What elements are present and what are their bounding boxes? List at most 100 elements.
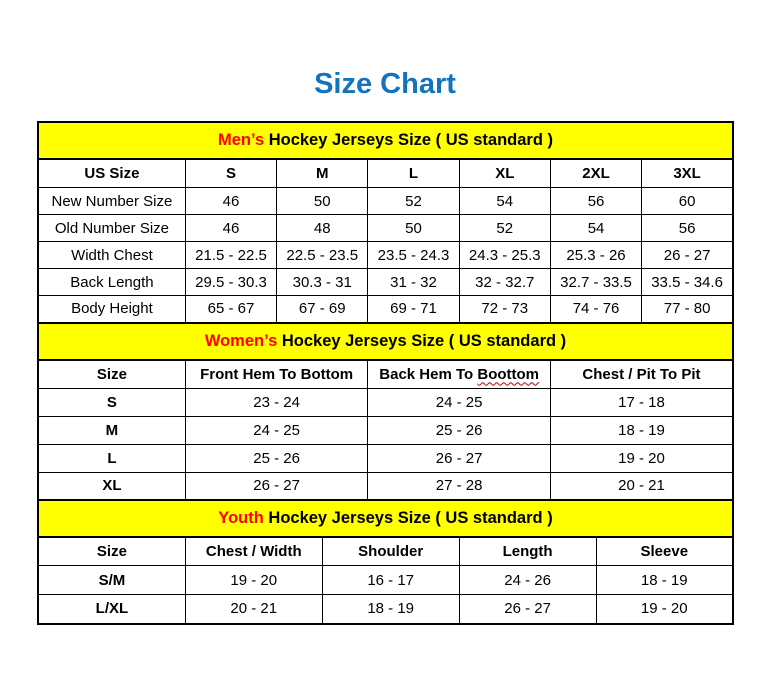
mens-title-accent: Men’s [217,131,265,149]
mens-column-header: US Size [37,158,186,188]
size-value-cell: 26 - 27 [184,471,369,501]
mens-column-header: L [367,158,460,188]
size-chart-tables: Men’s Hockey Jerseys Size ( US standard … [37,121,734,625]
mens-table-row: Body Height 65 - 67 67 - 69 69 - 71 72 - 73 7… [37,295,734,323]
size-value-cell: 19 - 20 [184,565,323,595]
mens-title-text: Hockey Jerseys Size ( US standard ) [264,131,554,149]
row-label: Body Height [37,295,186,323]
size-value-cell: 27 - 28 [367,471,551,501]
size-value-cell: 65 - 67 [184,295,278,323]
womens-column-header: Front Hem To Bottom [184,359,369,389]
womens-section-title: Women’s Hockey Jerseys Size ( US standar… [37,321,734,361]
row-label: XL [37,471,186,501]
mens-table-row: Old Number Size 46 48 50 52 54 56 [37,214,734,242]
size-value-cell: 23 - 24 [184,387,369,417]
womens-table-row: M 24 - 25 25 - 26 18 - 19 [37,415,734,445]
womens-table-row: XL 26 - 27 27 - 28 20 - 21 [37,471,734,501]
size-value-cell: 31 - 32 [367,268,460,296]
mens-column-header: M [276,158,369,188]
youth-title-text: Hockey Jerseys Size ( US standard ) [263,509,553,527]
size-value-cell: 46 [184,187,278,215]
youth-table-row: L/XL 20 - 21 18 - 19 26 - 27 19 - 20 [37,594,734,624]
youth-header-row: Size Chest / Width Shoulder Length Sleeve [37,536,734,566]
size-value-cell: 54 [549,214,643,242]
size-value-cell: 69 - 71 [367,295,460,323]
size-value-cell: 77 - 80 [641,295,734,323]
size-value-cell: 30.3 - 31 [276,268,369,296]
mens-column-header: 2XL [549,158,643,188]
size-value-cell: 60 [641,187,734,215]
womens-column-header: Size [37,359,186,389]
youth-size-table: Youth Hockey Jerseys Size ( US standard … [37,499,734,625]
row-label: M [37,415,186,445]
size-value-cell: 29.5 - 30.3 [184,268,278,296]
womens-section-bar-row: Women’s Hockey Jerseys Size ( US standar… [37,321,734,361]
row-label: L [37,443,186,473]
size-value-cell: 19 - 20 [549,443,734,473]
size-value-cell: 18 - 19 [321,594,460,624]
youth-column-header: Chest / Width [184,536,323,566]
size-value-cell: 74 - 76 [549,295,643,323]
size-value-cell: 23.5 - 24.3 [367,241,460,269]
mens-column-header: S [184,158,278,188]
size-value-cell: 52 [367,187,460,215]
size-value-cell: 33.5 - 34.6 [641,268,734,296]
youth-title-accent: Youth [218,509,264,527]
size-value-cell: 26 - 27 [458,594,597,624]
row-label: Old Number Size [37,214,186,242]
womens-title-accent: Women’s [204,331,278,350]
womens-size-table: Women’s Hockey Jerseys Size ( US standar… [37,321,734,501]
size-value-cell: 20 - 21 [184,594,323,624]
size-value-cell: 32.7 - 33.5 [549,268,643,296]
mens-table-row: Back Length 29.5 - 30.3 30.3 - 31 31 - 32 32… [37,268,734,296]
size-value-cell: 56 [549,187,643,215]
size-value-cell: 24.3 - 25.3 [458,241,551,269]
mens-section-title: Men’s Hockey Jerseys Size ( US standard … [37,121,734,160]
size-value-cell: 17 - 18 [549,387,734,417]
size-value-cell: 25.3 - 26 [549,241,643,269]
youth-column-header: Sleeve [595,536,734,566]
size-value-cell: 24 - 25 [367,387,551,417]
size-value-cell: 54 [458,187,551,215]
youth-column-header: Size [37,536,186,566]
womens-header-row: Size Front Hem To Bottom Back Hem To Boott… [37,359,734,389]
mens-section-bar-row: Men’s Hockey Jerseys Size ( US standard … [37,121,734,160]
misspelled-word: Boottom [477,365,540,383]
mens-table-row: New Number Size 46 50 52 54 56 60 [37,187,734,215]
youth-section-title: Youth Hockey Jerseys Size ( US standard … [37,499,734,538]
mens-header-row: US Size S M L XL 2XL 3XL [37,158,734,188]
size-value-cell: 21.5 - 22.5 [184,241,278,269]
size-value-cell: 72 - 73 [458,295,551,323]
youth-section-bar-row: Youth Hockey Jerseys Size ( US standard … [37,499,734,538]
size-value-cell: 46 [184,214,278,242]
size-value-cell: 50 [367,214,460,242]
size-value-cell: 24 - 25 [184,415,369,445]
mens-size-table: Men’s Hockey Jerseys Size ( US standard … [37,121,734,324]
womens-table-row: L 25 - 26 26 - 27 19 - 20 [37,443,734,473]
size-value-cell: 18 - 19 [549,415,734,445]
size-value-cell: 26 - 27 [641,241,734,269]
youth-column-header: Length [458,536,597,566]
mens-column-header: XL [458,158,551,188]
size-value-cell: 50 [276,187,369,215]
youth-table-row: S/M 19 - 20 16 - 17 24 - 26 18 - 19 [37,565,734,595]
size-value-cell: 56 [641,214,734,242]
size-value-cell: 26 - 27 [367,443,551,473]
row-label: S [37,387,186,417]
row-label: Width Chest [37,241,186,269]
size-value-cell: 52 [458,214,551,242]
womens-column-header: Chest / Pit To Pit [549,359,734,389]
size-value-cell: 32 - 32.7 [458,268,551,296]
size-value-cell: 18 - 19 [595,565,734,595]
row-label: L/XL [37,594,186,624]
size-value-cell: 20 - 21 [549,471,734,501]
size-value-cell: 48 [276,214,369,242]
size-value-cell: 16 - 17 [321,565,460,595]
size-value-cell: 22.5 - 23.5 [276,241,369,269]
page-title: Size Chart [314,68,456,100]
size-value-cell: 67 - 69 [276,295,369,323]
row-label: S/M [37,565,186,595]
size-value-cell: 19 - 20 [595,594,734,624]
mens-table-row: Width Chest 21.5 - 22.5 22.5 - 23.5 23.5 - … [37,241,734,269]
